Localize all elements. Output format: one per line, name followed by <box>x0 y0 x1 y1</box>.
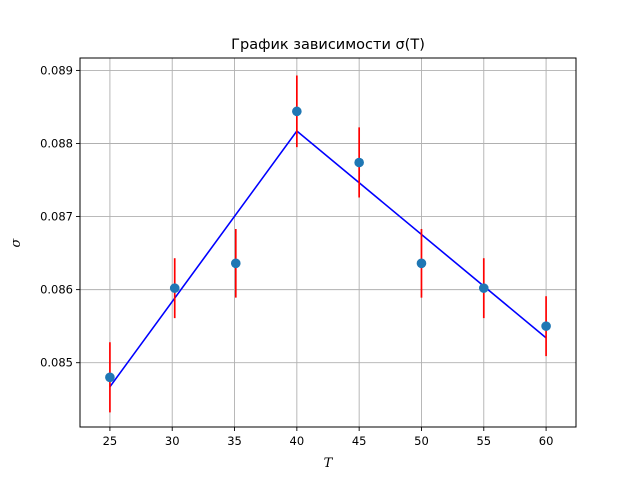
x-axis-title: T <box>324 456 334 471</box>
x-tick-label: 55 <box>476 434 491 448</box>
chart-title: График зависимости σ(T) <box>231 37 425 53</box>
x-tick-label: 30 <box>165 434 180 448</box>
x-tick-label: 40 <box>290 434 305 448</box>
data-point-group <box>105 106 551 383</box>
data-point <box>230 258 241 269</box>
y-tick-label: 0.089 <box>40 63 73 77</box>
y-tick-label: 0.085 <box>40 356 73 370</box>
x-tick-label: 45 <box>352 434 367 448</box>
data-point <box>292 106 302 117</box>
y-tick-label: 0.088 <box>40 136 73 150</box>
x-tick-label: 25 <box>103 434 118 448</box>
y-tick-label: 0.087 <box>40 210 73 224</box>
x-axis-ticks: 25 30 35 40 45 50 55 60 <box>103 427 554 448</box>
y-axis-title: σ <box>9 237 24 247</box>
errorbar-group <box>109 75 547 413</box>
data-point <box>416 258 427 269</box>
y-axis-ticks: 0.085 0.086 0.087 0.088 0.089 <box>40 63 80 370</box>
data-point <box>541 321 551 331</box>
x-tick-label: 35 <box>227 434 242 448</box>
x-tick-label: 60 <box>539 434 554 448</box>
plot-frame <box>79 57 577 428</box>
data-point <box>478 283 489 293</box>
data-point <box>354 157 364 168</box>
grid-lines <box>80 58 576 427</box>
data-point <box>105 372 115 383</box>
x-tick-label: 50 <box>414 434 429 448</box>
y-tick-label: 0.086 <box>40 283 73 297</box>
data-point <box>169 283 180 293</box>
